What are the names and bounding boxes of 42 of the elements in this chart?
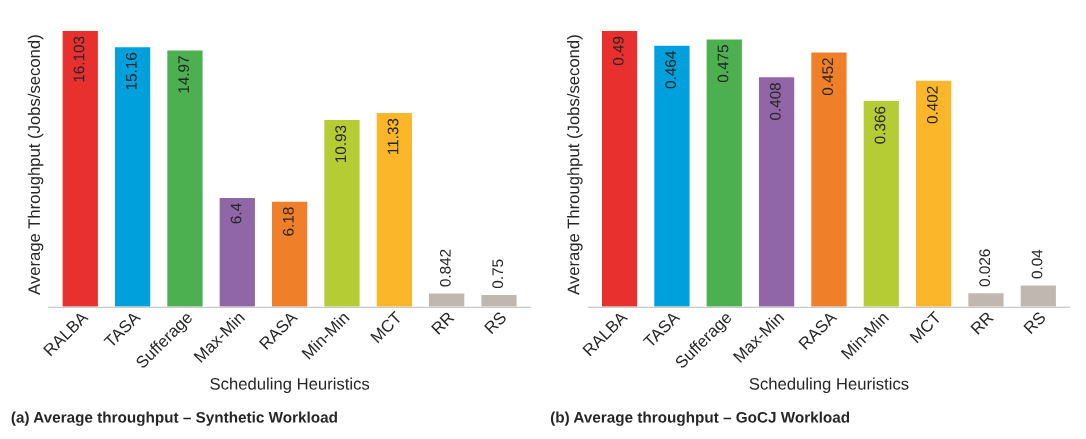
data-label: 0.402 xyxy=(926,86,938,124)
data-label: 0.452 xyxy=(822,58,834,96)
data-label: 0.366 xyxy=(874,106,886,144)
bar xyxy=(914,79,953,308)
bar xyxy=(375,111,414,308)
x-tick-label: RR xyxy=(431,311,455,335)
bar xyxy=(113,45,152,308)
y-axis-title: Average Throughput (Jobs/second) xyxy=(27,35,44,295)
x-tick-label: RS xyxy=(483,310,508,335)
data-label: 6.18 xyxy=(282,207,294,236)
data-label: 0.464 xyxy=(665,51,677,89)
bar xyxy=(322,118,361,308)
bar xyxy=(165,49,204,308)
bar xyxy=(705,38,744,308)
data-label: 14.97 xyxy=(178,56,190,93)
bar xyxy=(757,75,796,308)
data-label: 15.16 xyxy=(125,52,137,90)
bar xyxy=(218,196,257,308)
bar xyxy=(809,51,848,308)
data-label: 0.04 xyxy=(1031,249,1043,279)
data-label: 10.93 xyxy=(335,125,347,163)
data-label: 0.026 xyxy=(979,249,991,287)
bar xyxy=(600,29,639,308)
data-label: 11.33 xyxy=(387,118,399,155)
data-label: 0.408 xyxy=(769,82,781,120)
bar xyxy=(652,44,691,308)
bar xyxy=(270,200,309,308)
bar xyxy=(61,29,100,308)
bar xyxy=(862,99,901,308)
y-axis-title: Average Throughput (Jobs/second) xyxy=(567,35,583,295)
data-label: 0.842 xyxy=(439,249,451,287)
data-label: 6.4 xyxy=(230,203,242,224)
data-label: 0.49 xyxy=(612,36,624,66)
x-axis-title: Scheduling Heuristics xyxy=(210,377,370,394)
x-tick-label: RR xyxy=(970,311,994,335)
data-label: 0.75 xyxy=(492,259,504,289)
x-tick-label: RS xyxy=(1023,310,1047,335)
text: (a) Average throughput – Synthetic Workload xyxy=(11,411,337,426)
data-label: 0.475 xyxy=(717,45,729,83)
text: (b) Average throughput – GoCJ Workload xyxy=(550,411,850,426)
x-axis-title: Scheduling Heuristics xyxy=(749,377,909,394)
data-label: 16.103 xyxy=(73,36,85,82)
